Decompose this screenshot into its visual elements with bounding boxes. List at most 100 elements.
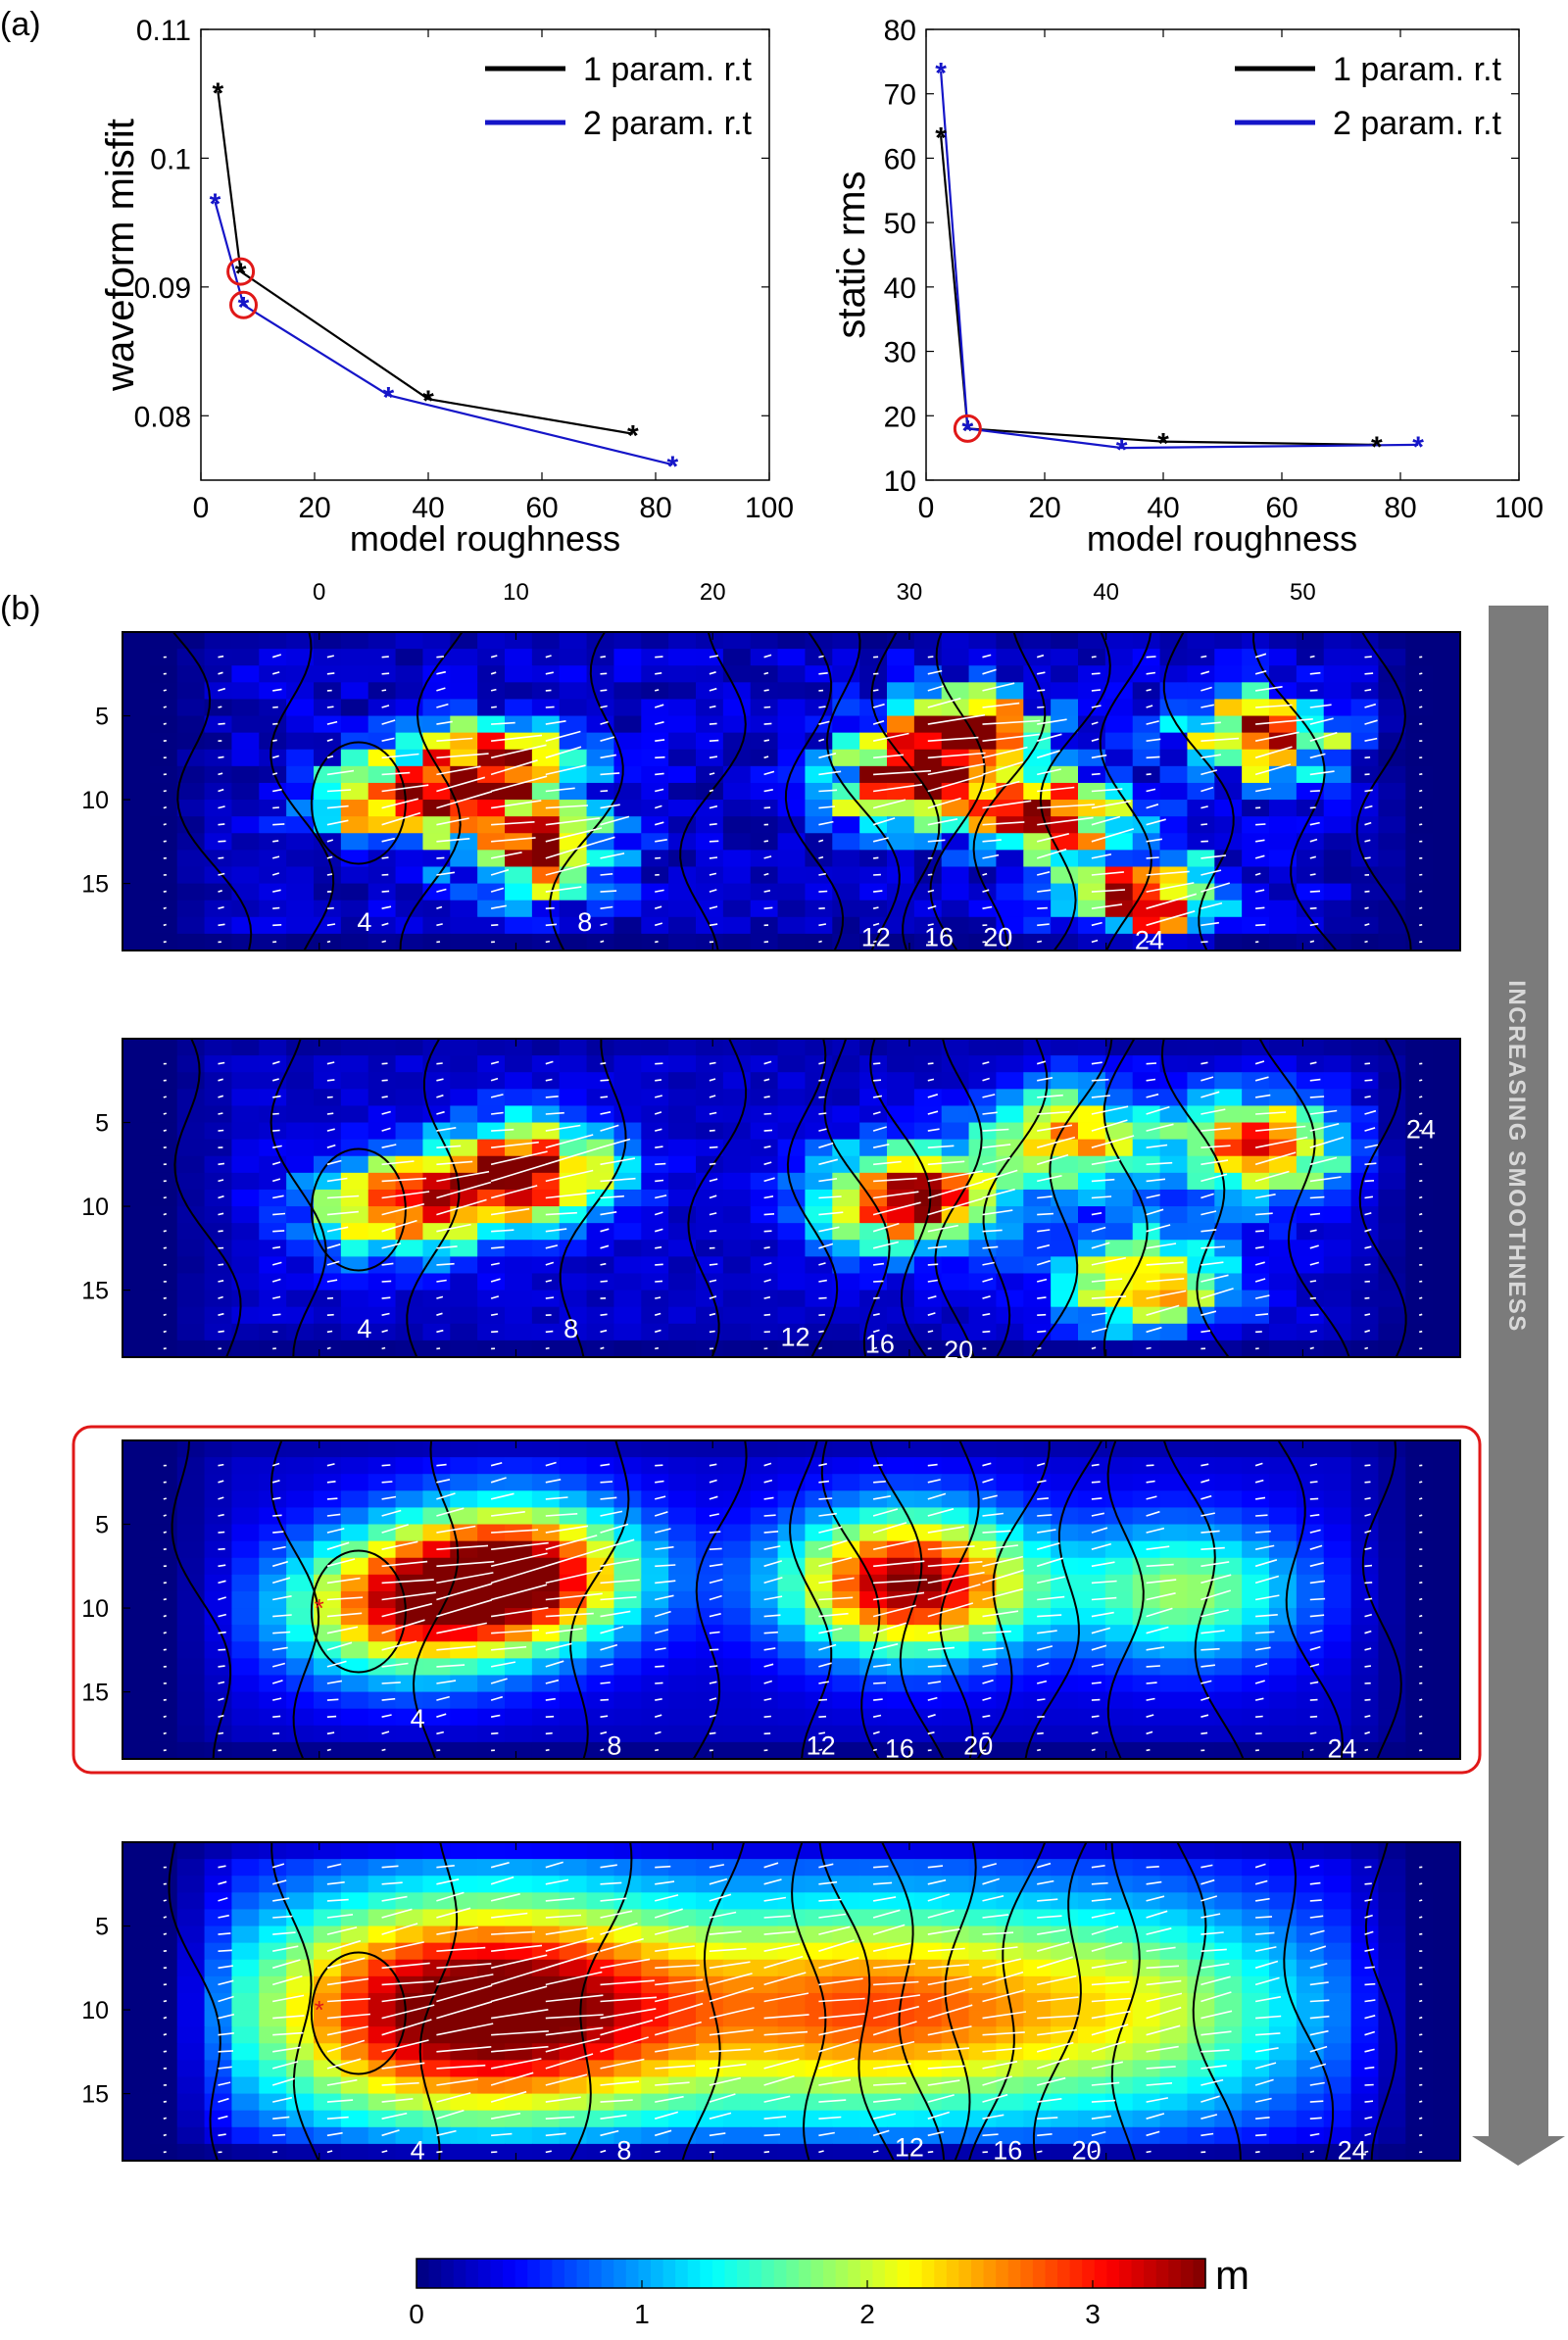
slip-vector [326,1715,337,1718]
slip-cell [122,1340,151,1358]
slip-vector [1255,1614,1278,1618]
slip-cell [559,816,588,834]
slip-cell [231,1189,260,1207]
slip-cell [996,1223,1024,1241]
slip-cell [1187,1039,1215,1056]
slip-cell [450,1155,478,1174]
slip-vector [1254,763,1292,776]
slip-vector [436,1170,490,1183]
slip-cell [505,682,533,701]
slip-vector [982,1188,1015,1199]
slip-cell [722,1675,752,1693]
slip-cell [395,916,424,935]
slip-cell [1323,1675,1352,1693]
slip-cell [887,1072,915,1090]
slip-vector [490,759,538,776]
slip-cell [1323,1959,1352,1977]
slip-vector [1091,1497,1102,1500]
slip-cell [941,1708,970,1727]
slip-cell [1104,1223,1134,1241]
slip-cell [231,1859,260,1877]
slip-cell [668,1323,697,1341]
slip-cell [777,1641,807,1659]
rupture-time-contour [939,1439,980,1760]
slip-vector [763,689,769,692]
slip-cell [1104,1507,1134,1526]
slip-vector [1091,772,1101,776]
slip-cell [1159,1223,1189,1241]
slip-vector [818,1662,832,1668]
slip-vector [1091,1178,1115,1183]
slip-cell [395,2060,424,2078]
slip-vector [654,1211,663,1216]
slip-cell [1159,1557,1189,1576]
rupture-time-contour [549,631,624,951]
slip-cell [1159,682,1189,701]
slip-cell [286,1457,315,1475]
slip-cell [286,782,315,801]
slip-vector [326,738,333,742]
slip-vector [927,685,945,692]
slip-cell [1104,900,1134,918]
slip-vector [218,1496,224,1500]
slip-cell [777,1223,807,1241]
slip-cell [1104,816,1134,834]
slip-cell [559,1557,588,1576]
slip-cell [722,1223,752,1241]
slip-cell [1323,765,1352,784]
slip-cell [505,883,533,902]
slip-cell [613,1256,642,1275]
slip-cell [450,1490,478,1509]
slip-vector [1255,704,1293,708]
slip-vector [1091,754,1107,759]
legend-label-1: 1 param. r.t [583,51,753,88]
slip-vector [654,1228,663,1233]
slip-cell [231,1474,260,1491]
slip-vector [271,1577,291,1584]
slip-cell [1159,749,1189,767]
slip-cell [1051,1608,1079,1626]
slip-cell [1104,883,1134,902]
slip-cell [1433,1675,1461,1693]
slip-cell [1433,1122,1461,1141]
slip-vector [218,1078,223,1082]
slip-vector [545,1660,564,1668]
slip-vector [763,756,769,759]
slip-cell [996,866,1024,885]
slip-cell [450,1691,478,1710]
slip-cell [1051,1625,1079,1642]
slip-cell [340,1574,369,1592]
slip-cell [559,1457,588,1475]
slip-cell [613,749,642,767]
slip-cell [1214,1992,1243,2011]
slip-cell [231,1708,260,1727]
slip-cell [941,1540,970,1559]
slip-cell [450,1859,478,1877]
slip-vector [1309,1514,1320,1517]
slip-vector [326,923,336,927]
slip-vector [1254,1462,1263,1467]
slip-cell [176,1892,206,1911]
slip-vector [1146,1592,1176,1601]
slip-cell [1433,1691,1461,1710]
slip-cell [887,1340,915,1358]
slip-vector [818,672,828,675]
slip-vector [545,940,551,944]
rupture-time-contour [1030,1038,1113,1358]
slip-vector [982,821,1025,826]
slip-vector [436,1572,494,1584]
slip-cell [668,1172,697,1191]
slip-cell [668,1139,697,1157]
slip-vector [1146,1626,1169,1634]
slip-vector [545,1525,589,1534]
slip-cell [1051,1256,1079,1275]
slip-cell [805,1039,833,1056]
slip-vector [272,788,282,793]
slip-cell [1269,1725,1298,1743]
slip-cell [1433,816,1461,834]
slip-vector [1200,1274,1229,1283]
slip-cell [1378,1608,1406,1626]
slip-vector [1091,705,1102,708]
slip-vector [545,817,601,826]
slip-cell [1323,1105,1352,1124]
